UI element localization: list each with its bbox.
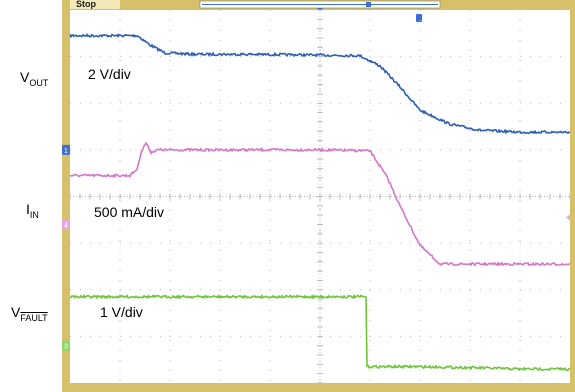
bottom-frame-rail — [62, 383, 575, 392]
fault-label: VFAULT — [11, 305, 48, 323]
vout-scale: 2 V/div — [86, 67, 133, 82]
left-frame-rail — [62, 0, 70, 392]
channel-marker-iin[interactable]: 4 — [62, 219, 70, 229]
fault-scale: 1 V/div — [98, 305, 145, 320]
iin-label: IIN — [26, 202, 39, 220]
channel-marker-vout[interactable]: 1 — [62, 145, 70, 155]
channel-marker-fault[interactable]: 3 — [62, 341, 70, 351]
acquisition-state: Stop — [76, 0, 96, 8]
vout-label-sub: OUT — [29, 78, 48, 88]
right-frame-rail — [570, 0, 575, 392]
channel-marker-number: 3 — [64, 344, 68, 351]
iin-scale: 500 mA/div — [92, 205, 166, 220]
channel-marker-number: 1 — [64, 148, 68, 155]
fault-label-main: V — [11, 304, 20, 320]
fault-label-sub: FAULT — [20, 313, 47, 323]
iin-label-sub: IN — [30, 210, 39, 220]
vout-label: VOUT — [20, 70, 48, 88]
vout-label-main: V — [20, 69, 29, 85]
record-window-marker — [366, 2, 371, 7]
channel-marker-number: 4 — [64, 222, 68, 229]
trigger-level-marker[interactable] — [416, 14, 422, 22]
